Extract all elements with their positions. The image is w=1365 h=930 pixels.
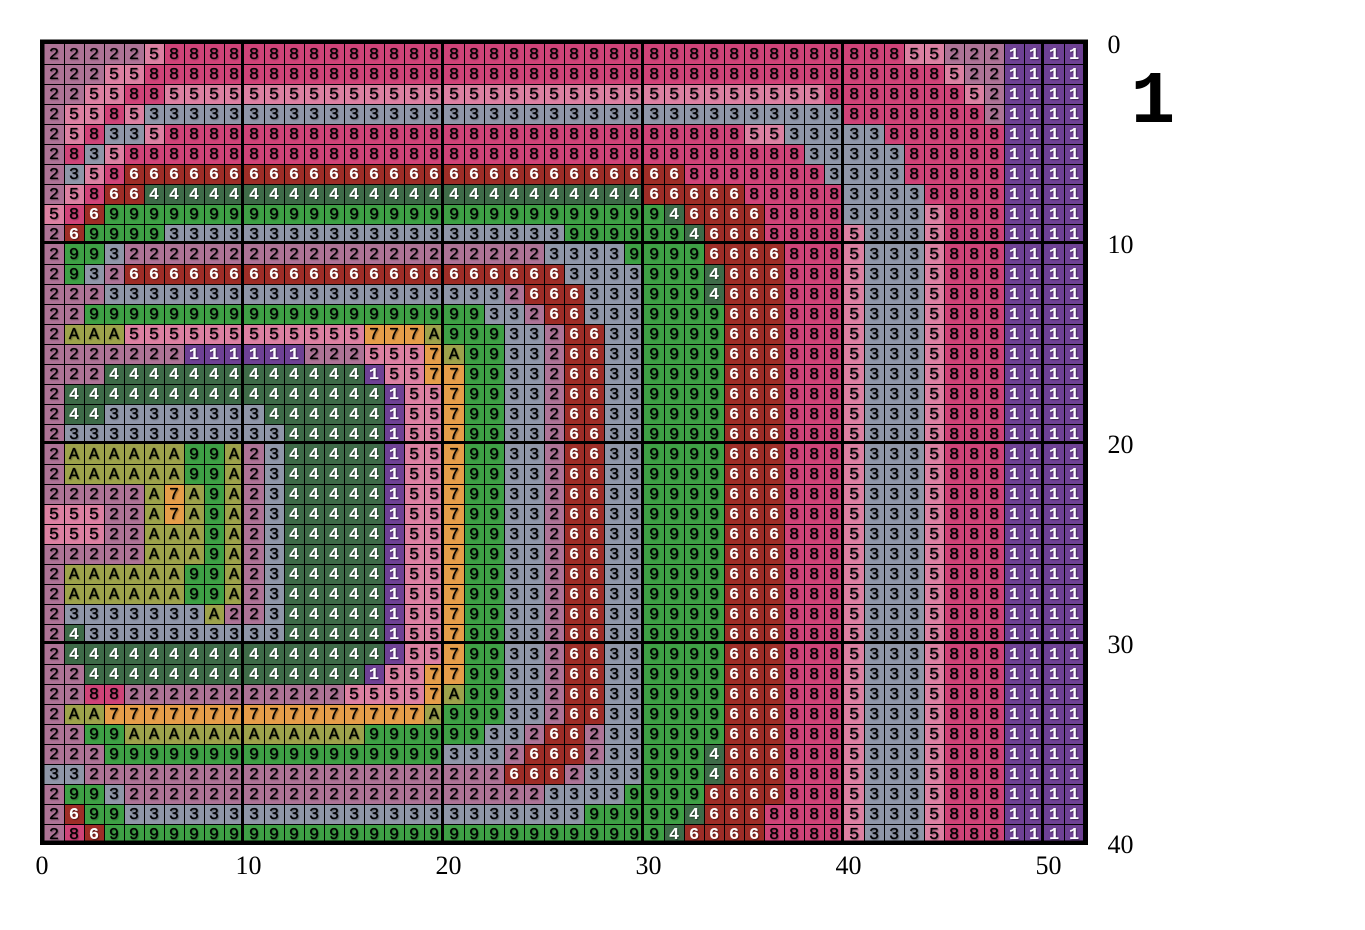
svg-text:269999333333333333333333339999: 2699993333333333333333333399999946668888… xyxy=(49,226,1089,245)
svg-text:255853333333333333333333333333: 2558533333333333333333333333333333333333… xyxy=(49,106,1089,125)
svg-text:586999999999999999999999999999: 5869999999999999999999999999999466668888… xyxy=(49,206,1089,225)
svg-text:224444444444444415577993326633: 2244444444444444155779933266339999666888… xyxy=(49,666,1089,685)
svg-text:222333333333333333333332666333: 2223333333333333333333326663339994666888… xyxy=(49,286,1089,305)
svg-text:30: 30 xyxy=(1108,630,1134,659)
svg-text:222444444444444415577993326633: 2224444444444444155779933266339999666888… xyxy=(49,366,1089,385)
svg-text:22222AAA9A23444441557993326633: 22222AAA9A234444415579933266339999666888… xyxy=(49,546,1089,565)
svg-text:2AAA555555555555777A9993326633: 2AAA555555555555777A99933266339999666888… xyxy=(49,326,1089,345)
svg-text:286999999999999999999999999999: 2869999999999999999999999999999466668888… xyxy=(49,826,1089,845)
svg-text:55522A7A9A23444441557993326633: 55522A7A9A234444415579933266339999666888… xyxy=(49,506,1089,525)
svg-text:258664444444444444444444444444: 2586644444444444444444444444446666688888… xyxy=(49,186,1089,205)
svg-text:244444444444444441557993326633: 2444444444444444415579933266339999666888… xyxy=(49,646,1089,665)
svg-text:235866666666666666666666666666: 2358666666666666666666666666666688888883… xyxy=(49,166,1089,185)
svg-text:2299AAAAAAAAAAAA99999933266233: 2299AAAAAAAAAAAA999999332662339999666888… xyxy=(49,726,1089,745)
svg-text:22882222222222255557A993326633: 22882222222222255557A9933266339999666888… xyxy=(49,686,1089,705)
svg-text:222558888888888888888888888888: 2225588888888888888888888888888888888888… xyxy=(49,66,1089,85)
svg-text:55522AAA9A23444441557993326633: 55522AAA9A234444415579933266339999666888… xyxy=(49,526,1089,545)
svg-text:1: 1 xyxy=(1131,61,1175,145)
svg-text:299322222222222222222222233339: 2993222222222222222222222333399996666888… xyxy=(49,246,1089,265)
svg-text:0: 0 xyxy=(36,851,49,880)
svg-text:244333333334444441557993326633: 2443333333344444415579933266339999666888… xyxy=(49,406,1089,425)
svg-text:269933333333333333333333333999: 2699333333333333333333333339999946668888… xyxy=(49,806,1089,825)
svg-text:283588888888888888888888888888: 2835888888888888888888888888888888888833… xyxy=(49,146,1089,165)
svg-text:243333333333444441557993326633: 2433333333334444415579933266339999666888… xyxy=(49,626,1089,645)
svg-text:222999999999999999993332666233: 2229999999999999999933326662339994666888… xyxy=(49,746,1089,765)
svg-text:233333333333444441557993326633: 2333333333334444415579933266339999666888… xyxy=(49,426,1089,445)
svg-text:222225888888888888888888888888: 2222258888888888888888888888888888888888… xyxy=(49,46,1089,65)
svg-text:2AAAAAA99A23444441557993326633: 2AAAAAA99A234444415579933266339999666888… xyxy=(49,586,1089,605)
svg-text:40: 40 xyxy=(1108,830,1134,859)
svg-text:332222222222222222222226662333: 3322222222222222222222266623339994666888… xyxy=(49,766,1089,785)
svg-text:20: 20 xyxy=(436,851,462,880)
svg-text:20: 20 xyxy=(1108,430,1134,459)
svg-text:40: 40 xyxy=(836,851,862,880)
svg-text:50: 50 xyxy=(1036,851,1062,880)
svg-text:10: 10 xyxy=(236,851,262,880)
svg-text:23333333A223444441557993326633: 23333333A2234444415579933266339999666888… xyxy=(49,606,1089,625)
svg-text:2AAAAAA99A23444441557993326633: 2AAAAAA99A234444415579933266339999666888… xyxy=(49,466,1089,485)
svg-text:22222221111112225557A993326633: 22222221111112225557A9933266339999666888… xyxy=(49,346,1089,365)
svg-text:293266666666666666666666663333: 2932666666666666666666666633339994666888… xyxy=(49,266,1089,285)
svg-text:2AA7777777777777777A9993326633: 2AA7777777777777777A99933266339999666888… xyxy=(49,706,1089,725)
svg-text:225588555555555555555555555555: 2255885555555555555555555555555555555558… xyxy=(49,86,1089,105)
svg-text:10: 10 xyxy=(1108,230,1134,259)
svg-text:2AAAAAA99A23444441557993326633: 2AAAAAA99A234444415579933266339999666888… xyxy=(49,566,1089,585)
svg-text:30: 30 xyxy=(636,851,662,880)
svg-text:229999999999999999999933266333: 2299999999999999999999332663339999666888… xyxy=(49,306,1089,325)
svg-text:2AAAAAA99A23444441557993326633: 2AAAAAA99A234444415579933266339999666888… xyxy=(49,446,1089,465)
svg-text:258335888888888888888888888888: 2583358888888888888888888888888888855333… xyxy=(49,126,1089,145)
svg-text:0: 0 xyxy=(1108,30,1121,59)
svg-text:299322222222222222222222233339: 2993222222222222222222222333399996666888… xyxy=(49,786,1089,805)
svg-text:22222A7A9A23444441557993326633: 22222A7A9A234444415579933266339999666888… xyxy=(49,486,1089,505)
svg-text:244444444444444441557993326633: 2444444444444444415579933266339999666888… xyxy=(49,386,1089,405)
